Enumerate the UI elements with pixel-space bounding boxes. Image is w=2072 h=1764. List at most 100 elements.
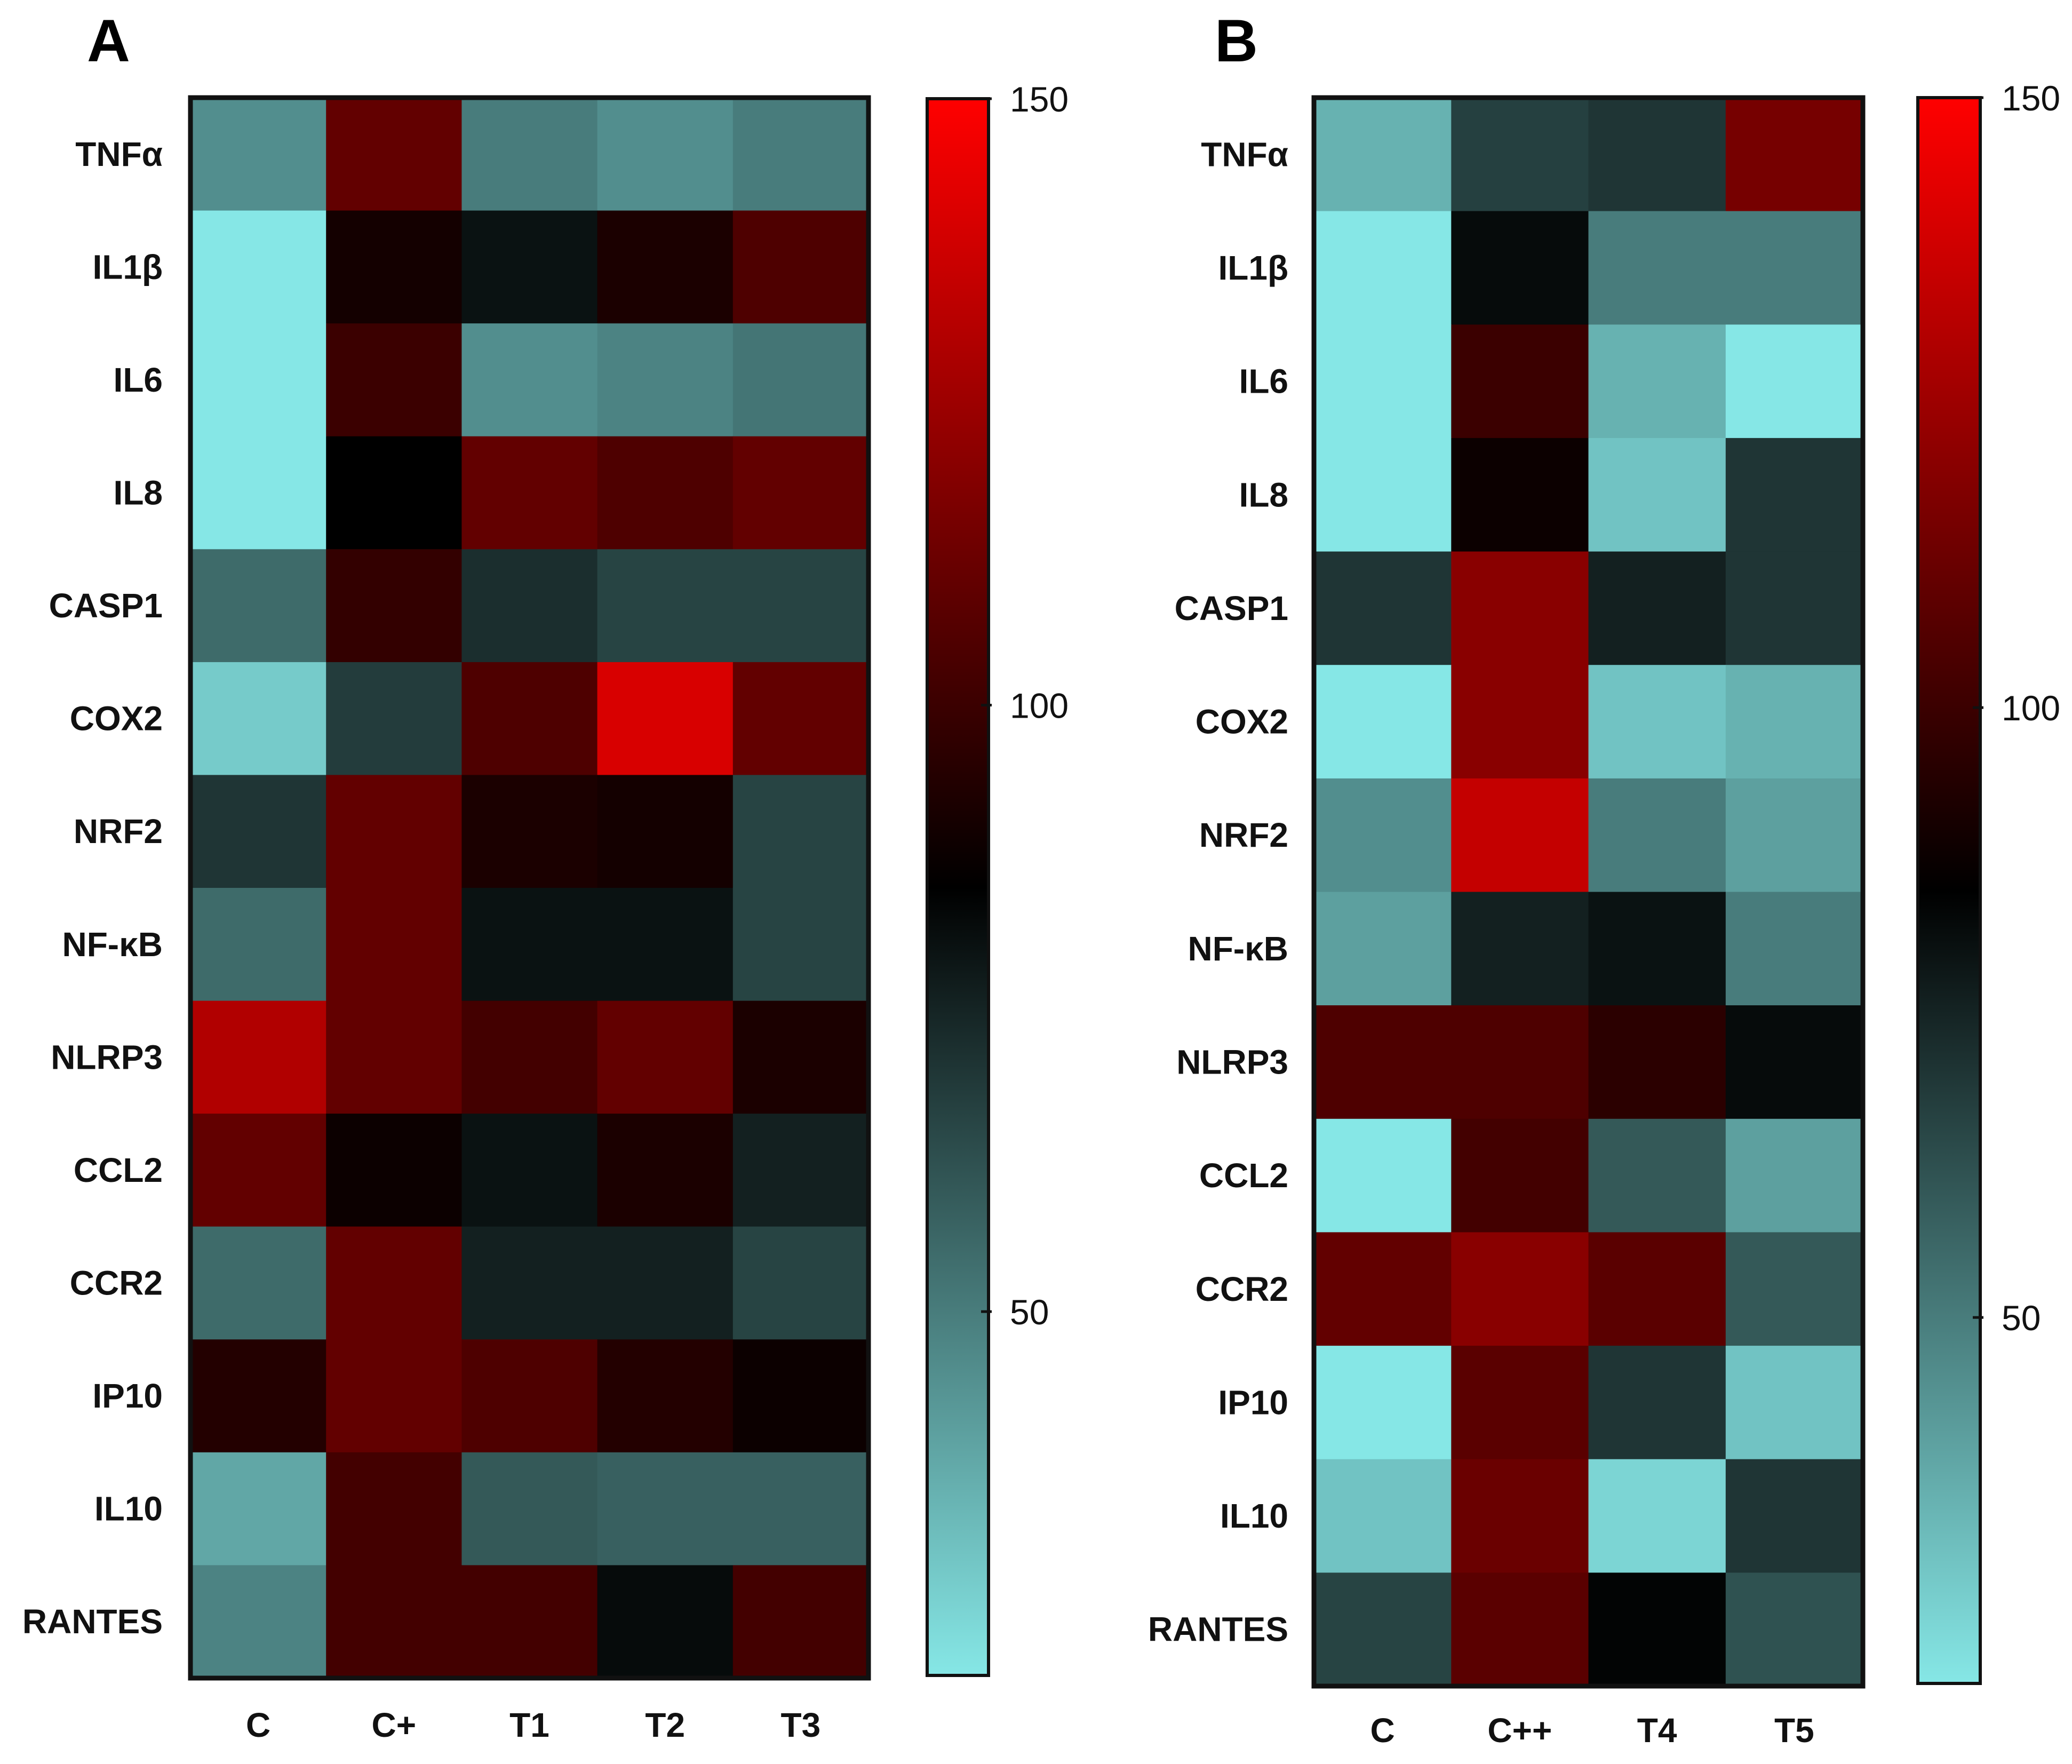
heatmap-cell-nrf2-t1 (461, 775, 598, 888)
heatmap-cell-ip10-t3 (732, 1339, 869, 1453)
heatmap-cell-il6-t5 (1725, 324, 1863, 439)
heatmap-cell-il1-t2 (597, 210, 734, 324)
heatmap-cell-rantes-c (1451, 1572, 1589, 1687)
heatmap-cell-tnf-c (1314, 98, 1452, 212)
heatmap-cell-nrf2-t3 (732, 775, 869, 888)
heatmap-cell-tnf-c (1451, 98, 1589, 212)
row-label: NLRP3 (51, 1038, 163, 1076)
heatmap-cell-casp1-c (1451, 551, 1589, 665)
heatmap-cell-ccr2-t3 (732, 1226, 869, 1340)
row-label: NF-κB (1188, 929, 1288, 968)
heatmap-cell-casp1-t2 (597, 549, 734, 663)
heatmap-cell-cox2-t2 (597, 662, 734, 776)
heatmap-cell-il1-c (1451, 211, 1589, 325)
heatmap-cell-nrf2-t5 (1725, 778, 1863, 893)
heatmap-cell-nlrp3-c (1451, 1005, 1589, 1119)
heatmap-cell-nrf2-t2 (597, 775, 734, 888)
heatmap-cell-il1-t1 (461, 210, 598, 324)
heatmap-cell-il1-t5 (1725, 211, 1863, 325)
heatmap-cell-il1-c (326, 210, 463, 324)
heatmap-cell-ip10-t5 (1725, 1346, 1863, 1460)
panel-b-colorbar: 150 100 50 (1916, 78, 2060, 1685)
heatmap-cell-il8-c (190, 436, 326, 550)
heatmap-cell-nlrp3-c (326, 1000, 463, 1114)
heatmap-cell-il10-t1 (461, 1452, 598, 1566)
heatmap-cell-ip10-c (190, 1339, 326, 1453)
row-label: IL1β (1218, 249, 1288, 287)
heatmap-cell-nf-b-c (190, 888, 326, 1002)
colorbar-tick-label: 100 (2002, 688, 2060, 728)
heatmap-cell-ccr2-t4 (1588, 1232, 1726, 1346)
heatmap-cell-il10-t2 (597, 1452, 734, 1566)
heatmap-cell-il6-t2 (597, 323, 734, 437)
column-label: T2 (645, 1706, 685, 1744)
row-label: NRF2 (74, 812, 163, 851)
panel-b-col-labels: C C++ T4 T5 (1370, 1711, 1814, 1750)
heatmap-cell-ip10-t1 (461, 1339, 598, 1453)
heatmap-cell-il8-c (1451, 438, 1589, 552)
row-label: COX2 (70, 700, 163, 738)
heatmap-cell-rantes-t4 (1588, 1572, 1726, 1687)
row-label: TNFα (75, 135, 163, 173)
panel-b-frame (1311, 95, 1866, 1689)
heatmap-cell-il10-c (1314, 1459, 1452, 1574)
column-label: T4 (1637, 1711, 1677, 1750)
heatmap-cell-nf-b-t2 (597, 888, 734, 1002)
row-label: IL6 (114, 361, 163, 399)
heatmap-cell-casp1-c (326, 549, 463, 663)
colorbar-tick-label: 50 (1010, 1292, 1049, 1332)
heatmap-cell-nrf2-c (190, 775, 326, 888)
heatmap-cell-ccr2-c (1451, 1232, 1589, 1346)
heatmap-cell-cox2-c (190, 662, 326, 776)
row-label: IL6 (1239, 362, 1288, 401)
heatmap-cell-casp1-t4 (1588, 551, 1726, 665)
heatmap-cell-rantes-c (190, 1565, 326, 1679)
row-label: CASP1 (1175, 589, 1288, 627)
heatmap-cell-nf-b-t3 (732, 888, 869, 1002)
heatmap-cell-nlrp3-c (1314, 1005, 1452, 1119)
colorbar-tick-label: 150 (2002, 78, 2060, 118)
heatmap-cell-il10-c (190, 1452, 326, 1566)
heatmap-cell-il8-t4 (1588, 438, 1726, 552)
heatmap-cell-cox2-t5 (1725, 665, 1863, 779)
column-label: T5 (1774, 1711, 1814, 1750)
row-label: CASP1 (49, 586, 163, 625)
panel-a-cells (190, 98, 869, 1679)
heatmap-cell-ip10-c (1451, 1346, 1589, 1460)
heatmap-cell-il6-c (1451, 324, 1589, 439)
panel-a-row-labels: TNFα IL1β IL6 IL8 CASP1 COX2 NRF2 NF-κB NLRP3 CCL… (22, 135, 163, 1641)
heatmap-cell-cox2-c (1451, 665, 1589, 779)
row-label: CCR2 (70, 1264, 163, 1302)
row-label: NLRP3 (1176, 1043, 1288, 1082)
heatmap-cell-nrf2-c (1314, 778, 1452, 893)
heatmap-cell-rantes-t1 (461, 1565, 598, 1679)
heatmap-cell-il8-t1 (461, 436, 598, 550)
heatmap-cell-tnf-c (326, 98, 463, 211)
heatmap-cell-il6-t4 (1588, 324, 1726, 439)
row-label: TNFα (1201, 135, 1288, 173)
column-label: C+ (372, 1706, 417, 1744)
heatmap-cell-tnf-t1 (461, 98, 598, 211)
heatmap-cell-nf-b-c (1314, 892, 1452, 1006)
heatmap-cell-il10-c (326, 1452, 463, 1566)
row-label: NRF2 (1199, 816, 1288, 854)
heatmap-cell-ccl2-t3 (732, 1114, 869, 1227)
panel-a-colorbar: 150 100 50 (926, 80, 1069, 1677)
row-label: IL10 (1220, 1497, 1288, 1535)
row-label: IL8 (1239, 475, 1288, 514)
panel-b: B TNFα IL1β IL6 IL8 CASP1 COX2 NRF2 NF-κB NLRP3 C… (1148, 7, 2060, 1750)
column-label: T3 (781, 1706, 821, 1744)
heatmap-cell-ccr2-c (326, 1226, 463, 1340)
heatmap-cell-il1-t3 (732, 210, 869, 324)
heatmap-cell-nrf2-c (326, 775, 463, 888)
heatmap-cell-ip10-t2 (597, 1339, 734, 1453)
heatmap-cell-nlrp3-t5 (1725, 1005, 1863, 1119)
heatmap-cell-il6-c (1314, 324, 1452, 439)
row-label: CCL2 (1199, 1156, 1288, 1195)
row-label: IP10 (92, 1377, 163, 1415)
panel-a-letter: A (87, 7, 130, 74)
heatmap-cell-cox2-t1 (461, 662, 598, 776)
heatmap-cell-ccr2-c (1314, 1232, 1452, 1346)
row-label: IL1β (92, 248, 163, 286)
